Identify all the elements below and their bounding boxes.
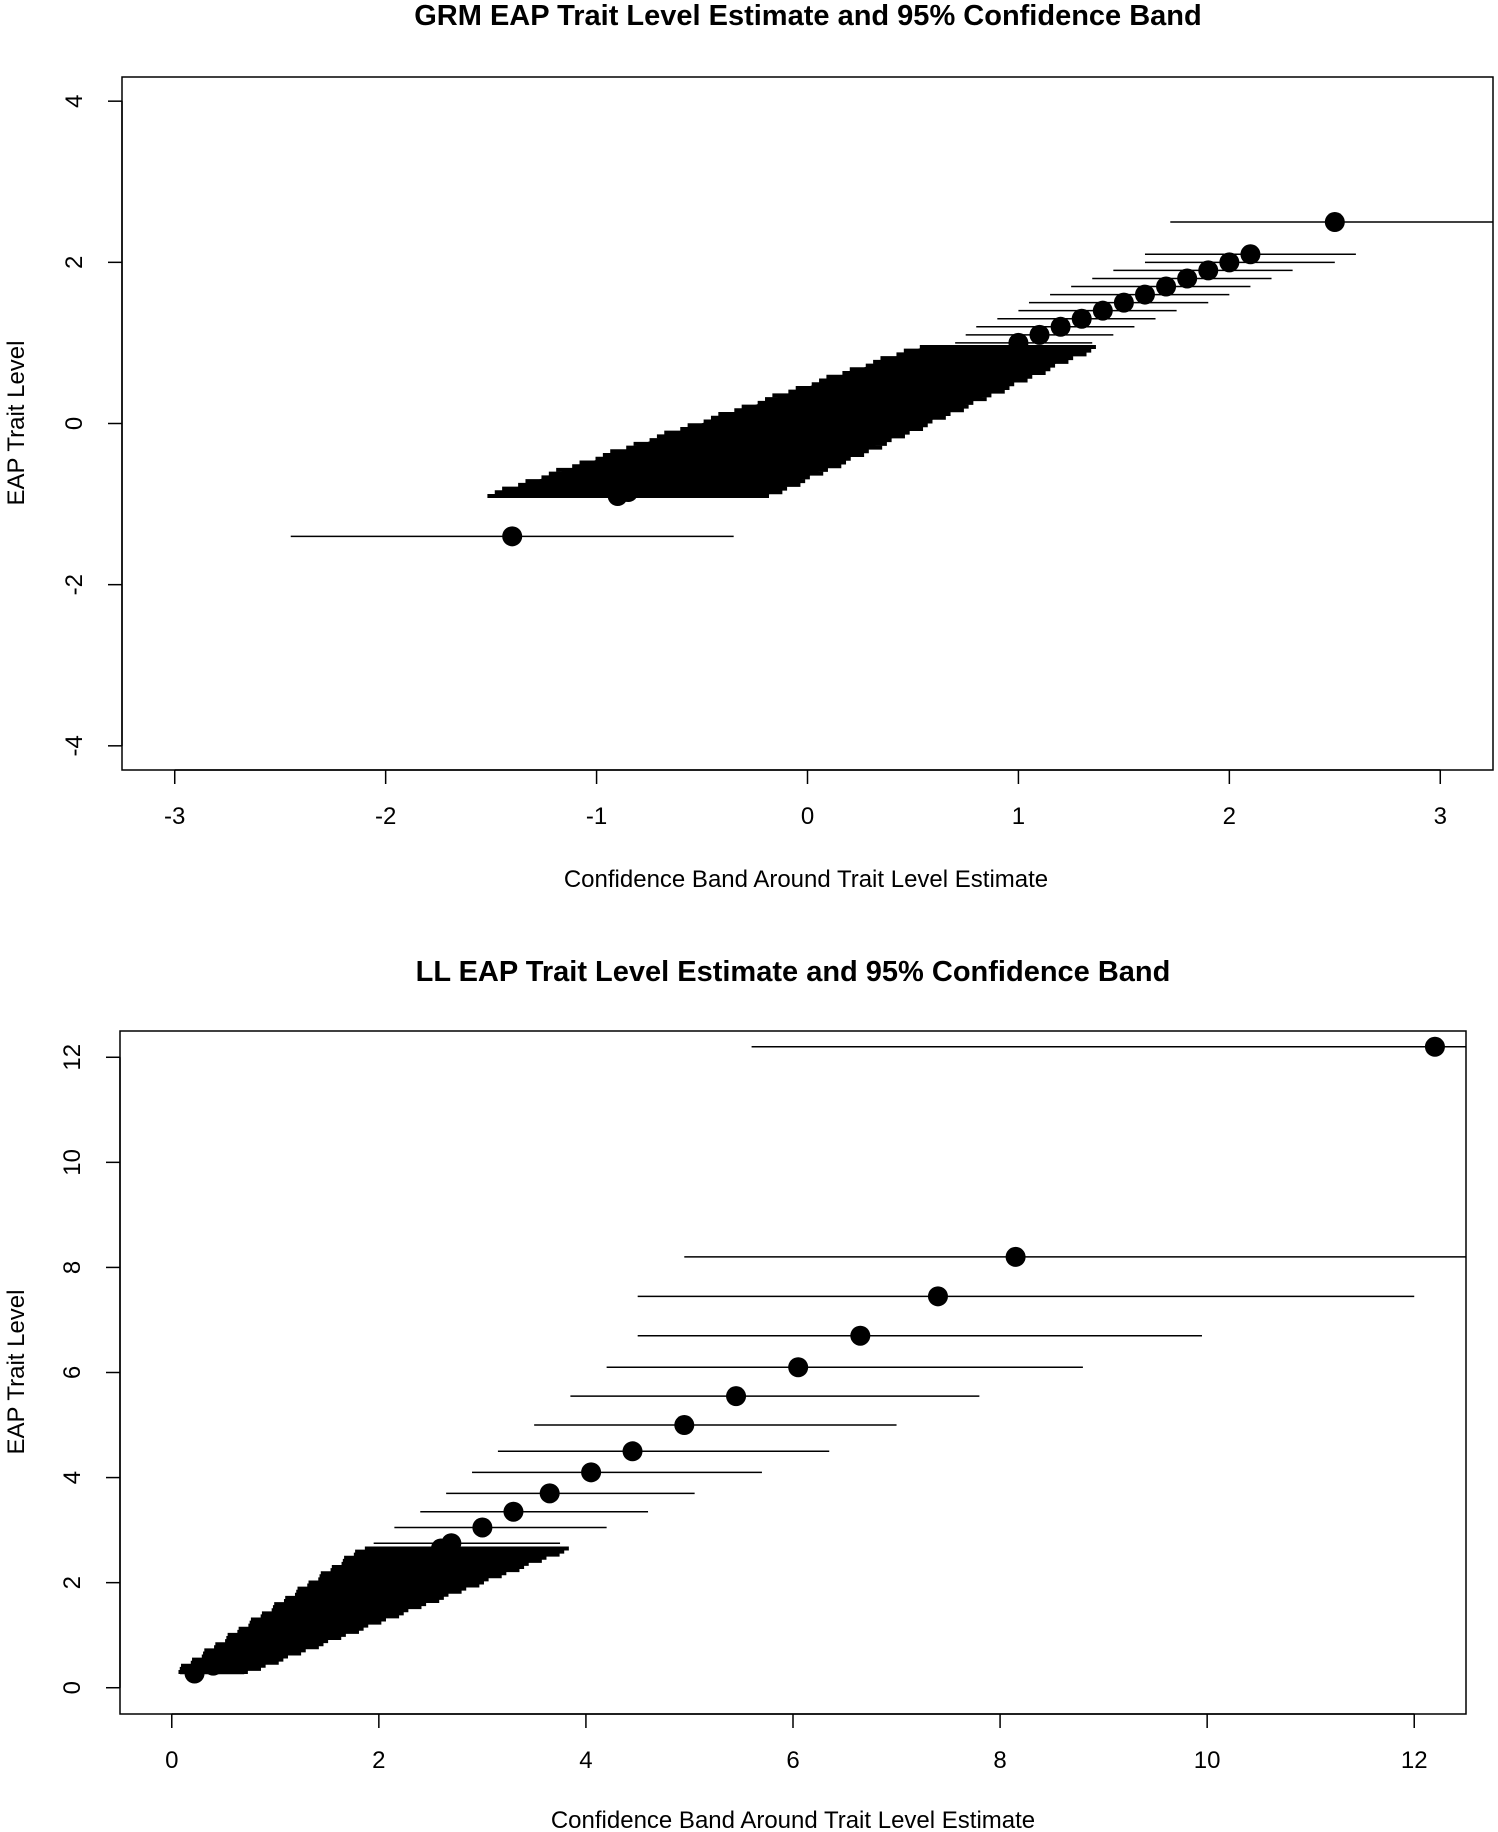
ll-x-tick-label: 4 [579,1747,592,1774]
ll-estimate-point [1005,1246,1026,1267]
ll-y-tick-label: 6 [59,1366,86,1379]
ll-estimate-point [203,1655,224,1676]
ll-estimate-point [850,1325,871,1346]
ll-estimate-point [472,1517,493,1538]
grm-x-tick-label: 2 [1223,803,1236,830]
ll-estimate-point [674,1415,695,1436]
grm-estimate-point [618,481,639,502]
ll-band-group [178,1546,569,1674]
grm-y-tick-label: 2 [61,256,88,269]
ll-y-tick-label: 4 [59,1471,86,1484]
grm-estimate-point [1092,300,1113,321]
ll-y-tick-label: 2 [59,1576,86,1589]
grm-estimate-point [1240,244,1261,265]
ll-x-axis-label: Confidence Band Around Trait Level Estim… [551,1807,1035,1832]
ll-x-tick-label: 12 [1401,1747,1428,1774]
grm-estimate-point [1050,316,1071,337]
grm-estimate-point [1071,308,1092,329]
grm-estimate-point [1156,276,1177,297]
grm-x-tick-label: -2 [375,803,396,830]
ll-estimate-point [927,1286,948,1307]
ll-points-group [184,1036,1445,1684]
ll-y-tick-label: 8 [59,1261,86,1274]
grm-estimate-point [1113,292,1134,313]
grm-estimate-point [1029,324,1050,345]
grm-estimate-point [1177,268,1198,289]
ll-estimate-point [184,1663,205,1684]
grm-x-tick-label: -1 [586,803,607,830]
grm-y-axis-label: EAP Trait Level [3,341,30,506]
ll-estimate-point [503,1501,524,1522]
grm-x-tick-label: 1 [1012,803,1025,830]
grm-chart-title: GRM EAP Trait Level Estimate and 95% Con… [414,0,1202,32]
ll-estimate-point [1424,1036,1445,1057]
grm-y-tick-label: -4 [61,735,88,756]
grm-y-tick-label: 0 [61,417,88,430]
grm-x-tick-label: -3 [164,803,185,830]
grm-points-group [502,212,1345,547]
ll-estimate-point [581,1462,602,1483]
grm-estimate-point [1008,332,1029,353]
ll-x-tick-label: 6 [786,1747,799,1774]
grm-estimate-point [502,526,523,547]
ll-x-tick-label: 10 [1194,1747,1221,1774]
ll-x-tick-label: 2 [372,1747,385,1774]
grm-x-tick-label: 0 [801,803,814,830]
ll-panel: LL EAP Trait Level Estimate and 95% Conf… [3,956,1467,1832]
grm-x-axis-label: Confidence Band Around Trait Level Estim… [564,866,1048,893]
ll-x-tick-label: 8 [993,1747,1006,1774]
grm-y-tick-label: 4 [61,94,88,107]
ll-y-tick-label: 12 [59,1044,86,1071]
ll-chart-title: LL EAP Trait Level Estimate and 95% Conf… [416,956,1171,988]
grm-estimate-point [1198,260,1219,281]
ll-estimate-point [622,1441,643,1462]
ll-estimate-point [788,1357,809,1378]
grm-y-axis: -4 -2 0 2 4 [61,94,123,756]
ll-y-axis-label: EAP Trait Level [3,1290,30,1455]
grm-estimate-point [1219,252,1240,273]
ll-estimate-point [726,1386,747,1407]
grm-x-axis: -3 -2 -1 0 1 2 3 [164,769,1447,830]
grm-band-group [487,344,1096,499]
ll-x-axis: 0 2 4 6 8 10 12 [165,1713,1428,1774]
grm-panel: GRM EAP Trait Level Estimate and 95% Con… [3,0,1494,893]
ll-estimate-point [539,1483,560,1504]
ll-y-axis: 0 2 4 6 8 10 12 [59,1044,121,1694]
ll-x-tick-label: 0 [165,1747,178,1774]
grm-estimate-point [1324,212,1345,233]
grm-x-tick-label: 3 [1434,803,1447,830]
ll-estimate-point [441,1533,462,1554]
ll-y-tick-label: 0 [59,1681,86,1694]
ll-y-tick-label: 10 [59,1149,86,1176]
grm-estimate-point [1134,284,1155,305]
grm-y-tick-label: -2 [61,574,88,595]
